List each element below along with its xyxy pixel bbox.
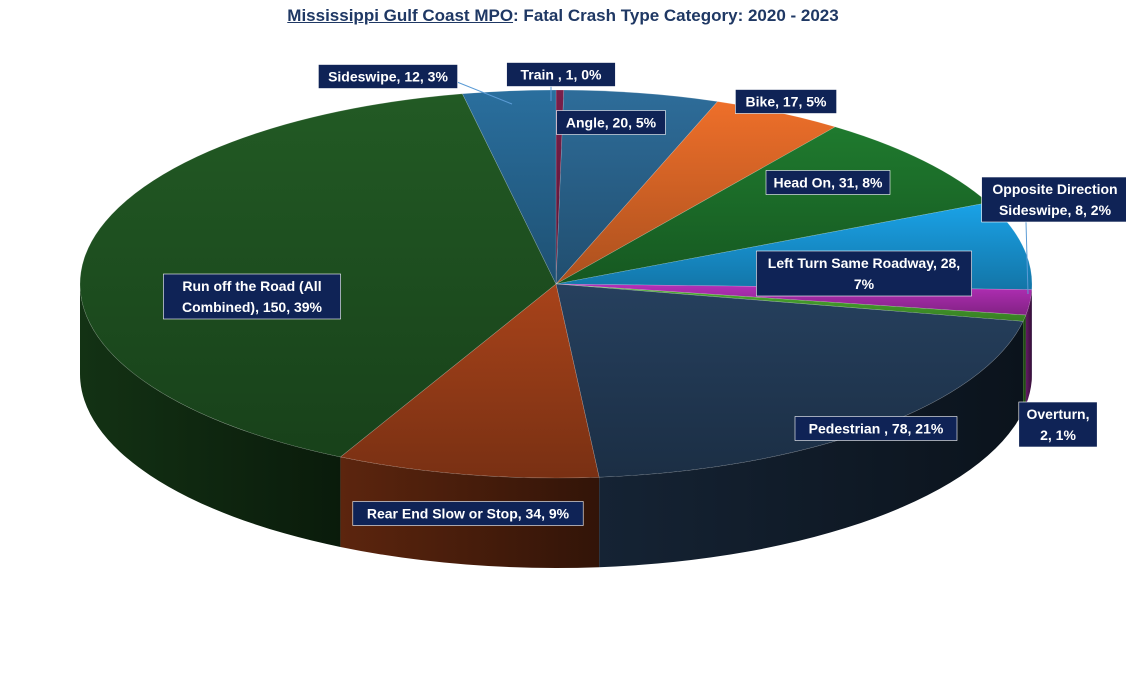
label-pedestrian: Pedestrian , 78, 21% — [794, 416, 958, 441]
data-label-bike: Bike, 17, 5% — [746, 94, 827, 110]
label-box-opposite-direction-sideswipe — [981, 176, 1126, 223]
data-label-sideswipe: Sideswipe, 12, 3% — [328, 69, 448, 85]
side-run-off-the-road-all-combined — [80, 284, 341, 547]
slice-overturn — [555, 283, 1027, 322]
pie-labels: Train , 1, 0% Angle, 20, 5% Bike, 17, 5% He… — [163, 62, 1126, 526]
slice-train — [555, 89, 565, 285]
label-sideswipe: Sideswipe, 12, 3% — [318, 64, 458, 89]
slice-rear-end-slow-or-stop — [339, 283, 600, 479]
data-label-run-off-the-road-all-combined: Run off the Road (All Combined), 150, 39% — [182, 278, 323, 315]
label-box-run-off-the-road-all-combined — [163, 273, 341, 320]
label-box-pedestrian — [794, 416, 958, 441]
label-box-bike — [735, 89, 837, 114]
label-box-rear-end-slow-or-stop — [352, 501, 584, 526]
data-label-pedestrian: Pedestrian , 78, 21% — [809, 421, 944, 437]
data-label-overturn: Overturn, 2, 1% — [1026, 406, 1089, 443]
data-label-angle: Angle, 20, 5% — [566, 115, 657, 131]
label-bike: Bike, 17, 5% — [735, 89, 837, 114]
side-opposite-direction-sideswipe — [1025, 289, 1032, 406]
leader-sideswipe — [456, 81, 513, 105]
side-overturn — [1023, 315, 1026, 412]
label-box-train — [506, 62, 616, 87]
data-label-head-on: Head On, 31, 8% — [774, 175, 883, 191]
label-box-left-turn-same-roadway — [756, 250, 972, 297]
chart-title-rest: : Fatal Crash Type Category: 2020 - 2023 — [513, 6, 839, 25]
label-head-on: Head On, 31, 8% — [765, 170, 891, 195]
label-box-sideswipe — [318, 64, 458, 89]
slice-head-on — [555, 126, 989, 285]
label-box-head-on — [765, 170, 891, 195]
data-label-rear-end-slow-or-stop: Rear End Slow or Stop, 34, 9% — [367, 506, 570, 522]
data-label-train: Train , 1, 0% — [521, 67, 602, 83]
label-angle: Angle, 20, 5% — [556, 110, 666, 135]
label-train: Train , 1, 0% — [506, 62, 616, 87]
label-left-turn-same-roadway: Left Turn Same Roadway, 28, 7% — [756, 250, 972, 297]
label-leaders — [456, 81, 1029, 295]
label-opposite-direction-sideswipe: Opposite Direction Sideswipe, 8, 2% — [981, 176, 1126, 223]
pie-tops — [79, 89, 1033, 479]
label-rear-end-slow-or-stop: Rear End Slow or Stop, 34, 9% — [352, 501, 584, 526]
label-box-angle — [556, 110, 666, 135]
slice-sideswipe — [461, 89, 557, 285]
label-overturn: Overturn, 2, 1% — [1018, 401, 1098, 448]
leader-opposite-direction-sideswipe — [1025, 221, 1029, 295]
slice-angle — [555, 89, 719, 285]
side-pedestrian — [599, 321, 1024, 568]
label-run-off-the-road-all-combined: Run off the Road (All Combined), 150, 39% — [163, 273, 341, 320]
chart-title-org: Mississippi Gulf Coast MPO — [287, 6, 514, 25]
data-label-opposite-direction-sideswipe: Opposite Direction Sideswipe, 8, 2% — [992, 181, 1117, 218]
data-label-left-turn-same-roadway: Left Turn Same Roadway, 28, 7% — [768, 255, 960, 292]
chart-title: Mississippi Gulf Coast MPO: Fatal Crash … — [0, 6, 1126, 26]
label-box-overturn — [1018, 401, 1098, 448]
